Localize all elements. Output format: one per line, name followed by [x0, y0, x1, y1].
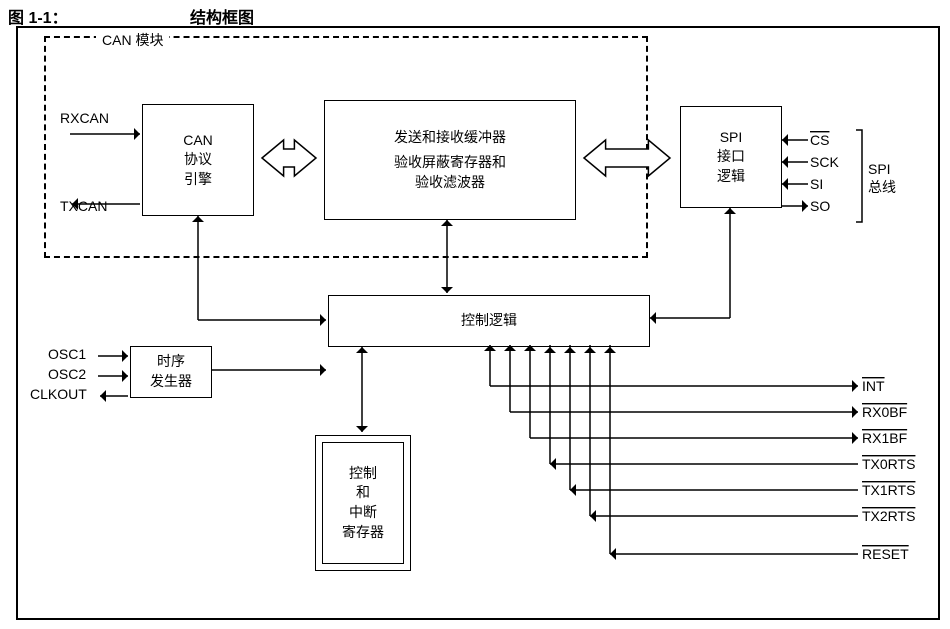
svg-text:TX0RTS: TX0RTS: [862, 456, 915, 472]
svg-text:TX2RTS: TX2RTS: [862, 508, 915, 524]
svg-text:SO: SO: [810, 198, 830, 214]
svg-text:TX1RTS: TX1RTS: [862, 482, 915, 498]
svg-text:CS: CS: [810, 132, 829, 148]
svg-text:RX1BF: RX1BF: [862, 430, 907, 446]
svg-text:SCK: SCK: [810, 154, 839, 170]
svg-text:SI: SI: [810, 176, 823, 192]
svg-text:RX0BF: RX0BF: [862, 404, 907, 420]
svg-text:INT: INT: [862, 378, 885, 394]
svg-text:RESET: RESET: [862, 546, 909, 562]
connectors-svg: CS SCK SI SO INT RX0BF RX1BF TX0RTS TX1RTS TX2RTS…: [0, 0, 950, 629]
